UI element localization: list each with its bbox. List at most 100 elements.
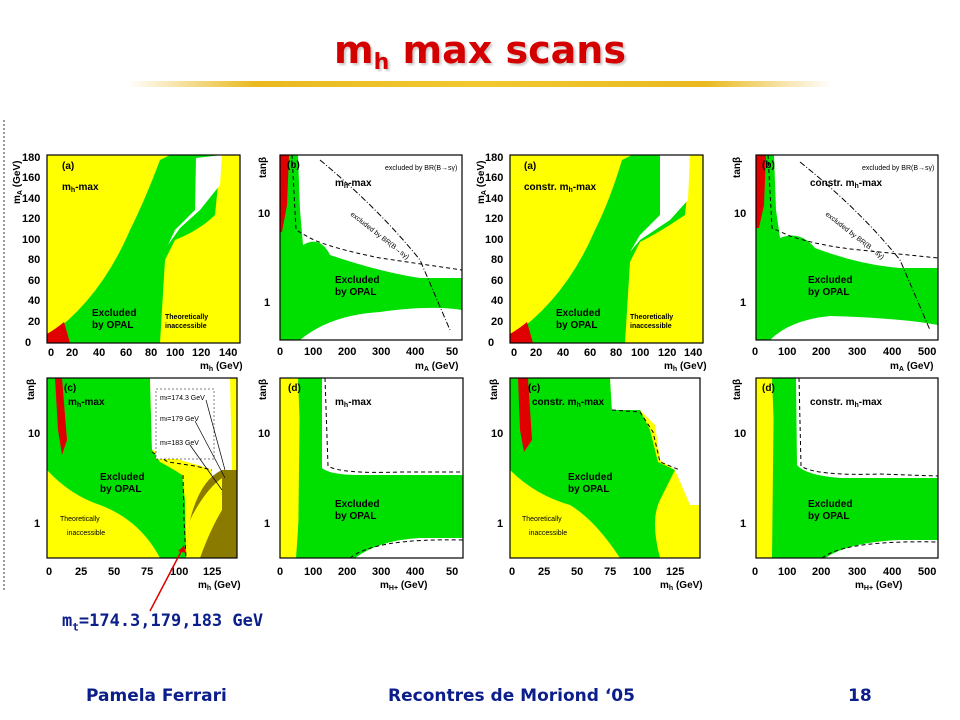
svg-text:300: 300 — [372, 566, 390, 578]
svg-text:60: 60 — [491, 275, 503, 287]
lep-region — [518, 378, 532, 452]
svg-text:80: 80 — [145, 347, 157, 359]
scenario-label: mh-max — [335, 397, 372, 409]
allowed-region — [355, 538, 463, 558]
bsg-line — [319, 159, 451, 331]
svg-text:40: 40 — [557, 347, 569, 359]
region-label: Excluded — [100, 472, 144, 483]
svg-text:500: 500 — [918, 566, 936, 578]
svg-text:10: 10 — [258, 208, 270, 220]
svg-text:300: 300 — [372, 346, 390, 358]
svg-text:100: 100 — [304, 566, 322, 578]
y-axis-label: tanβ — [258, 379, 269, 400]
x-axis-label: mh (GeV) — [198, 580, 241, 592]
svg-text:20: 20 — [66, 347, 78, 359]
svg-text:160: 160 — [485, 172, 503, 184]
expected-limit-line — [324, 377, 463, 473]
svg-text:by OPAL: by OPAL — [568, 484, 609, 495]
panel-label: (d) — [288, 383, 301, 394]
region-label: Excluded — [808, 499, 852, 510]
mt-callout: mt=174.3,179,183 GeV — [62, 611, 264, 634]
mt-arrows — [189, 399, 226, 491]
lep-region — [55, 378, 67, 455]
svg-text:0: 0 — [277, 346, 283, 358]
svg-text:10: 10 — [491, 428, 503, 440]
svg-text:50: 50 — [446, 566, 458, 578]
svg-text:200: 200 — [338, 346, 356, 358]
footer-conference: Recontres de Moriond ‘05 — [388, 686, 635, 706]
panel-label: (b) — [762, 160, 775, 171]
expected-limit-line — [798, 377, 939, 477]
bsg-line — [799, 161, 931, 331]
svg-text:200: 200 — [812, 566, 830, 578]
svg-text:1: 1 — [264, 297, 270, 309]
y-ticks: 1 10 — [258, 428, 270, 530]
svg-text:20: 20 — [491, 316, 503, 328]
svg-text:inaccessible: inaccessible — [67, 530, 105, 537]
svg-text:100: 100 — [485, 234, 503, 246]
svg-text:10: 10 — [734, 208, 746, 220]
svg-text:25: 25 — [75, 566, 87, 578]
arrow-head-icon — [178, 546, 186, 553]
svg-text:1: 1 — [264, 518, 270, 530]
mt-label: mt=179 GeV — [160, 416, 199, 423]
svg-text:300: 300 — [848, 346, 866, 358]
panel-label: (c) — [64, 383, 76, 394]
excluded-region — [47, 155, 222, 343]
expected-limit-line — [291, 154, 463, 271]
svg-text:0: 0 — [48, 347, 54, 359]
x-ticks: 0 25 50 75 100 125 — [509, 566, 684, 578]
svg-text:25: 25 — [538, 566, 550, 578]
svg-text:by OPAL: by OPAL — [808, 287, 849, 298]
slide-title: mh max scans — [0, 28, 960, 75]
svg-text:0: 0 — [752, 346, 758, 358]
mt-label: mt=183 GeV — [160, 440, 199, 447]
svg-text:80: 80 — [610, 347, 622, 359]
white-gap — [168, 155, 222, 245]
region-label: Excluded — [556, 308, 600, 319]
x-axis-label: mH+ (GeV) — [380, 580, 428, 592]
panel-label: (a) — [62, 161, 74, 172]
x-ticks: 0 100 200 300 400 500 — [752, 346, 936, 358]
panel-a-mhmax: (a) mh-max Excluded by OPAL Theoreticall… — [12, 152, 243, 373]
svg-text:60: 60 — [120, 347, 132, 359]
scenario-label: mh-max — [335, 178, 372, 190]
title-rest: max scans — [389, 28, 626, 72]
y-axis-label: tanβ — [489, 379, 500, 400]
panel-label: (b) — [287, 160, 300, 171]
y-ticks: 0 20 40 60 80 100 120 140 160 180 — [485, 152, 503, 349]
svg-text:1: 1 — [34, 518, 40, 530]
region-label: Excluded — [568, 472, 612, 483]
scenario-label: constr. mh-max — [532, 397, 605, 409]
svg-text:80: 80 — [491, 254, 503, 266]
svg-text:10: 10 — [734, 428, 746, 440]
svg-text:by OPAL: by OPAL — [556, 320, 597, 331]
panel-d-constr: (d) constr. mh-max Excluded by OPAL 110 … — [732, 377, 939, 592]
x-ticks: 0 20 40 60 80 100 120 140 — [48, 347, 237, 359]
svg-text:1: 1 — [740, 518, 746, 530]
region-label: Excluded — [335, 499, 379, 510]
svg-text:75: 75 — [604, 566, 616, 578]
y-axis-label: mA (GeV) — [476, 161, 488, 204]
x-axis-label: mh (GeV) — [200, 361, 243, 373]
footer-page-number: 18 — [848, 686, 872, 706]
region-label: Theoretically — [165, 314, 208, 321]
svg-text:100: 100 — [631, 347, 649, 359]
svg-text:40: 40 — [28, 295, 40, 307]
callout-arrow — [149, 545, 185, 612]
region-label: Theoretically — [522, 516, 562, 523]
bsg-label: excluded by BR(B→sγ) — [862, 165, 934, 172]
svg-text:50: 50 — [446, 346, 458, 358]
svg-text:120: 120 — [485, 213, 503, 225]
svg-text:400: 400 — [883, 346, 901, 358]
scenario-label: constr. mh-max — [810, 397, 883, 409]
lep-region — [510, 322, 533, 343]
x-ticks: 0 100 200 300 400 50 — [277, 346, 458, 358]
allowed-region — [825, 540, 938, 558]
inaccessible-region — [756, 378, 775, 558]
svg-text:by OPAL: by OPAL — [335, 287, 376, 298]
svg-text:10: 10 — [258, 428, 270, 440]
y-ticks: 1 10 — [734, 428, 746, 530]
excluded-region — [280, 155, 462, 340]
svg-text:1: 1 — [497, 518, 503, 530]
